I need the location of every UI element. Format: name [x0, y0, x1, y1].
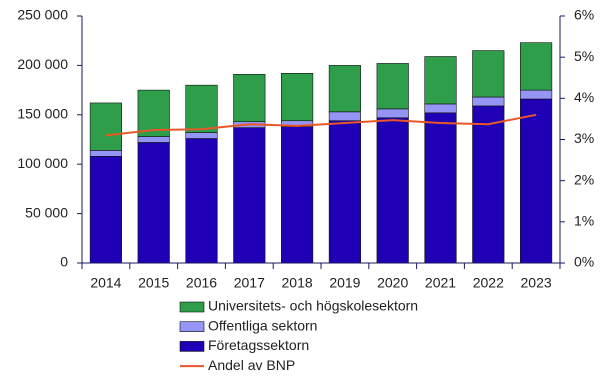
legend-label: Företagssektorn [208, 337, 309, 353]
bar-segment [424, 112, 457, 264]
x-tick-label: 2016 [186, 275, 217, 291]
y2-tick-label: 2% [574, 171, 594, 187]
y-tick-label: 50 000 [25, 204, 68, 220]
y2-tick-label: 6% [574, 7, 594, 23]
y2-tick-label: 1% [574, 213, 594, 229]
bar-segment [376, 63, 409, 110]
bar-segment [520, 42, 553, 91]
bar-segment [233, 127, 266, 264]
y2-tick-label: 3% [574, 130, 594, 146]
bar-segment [137, 136, 170, 143]
x-tick-label: 2019 [329, 275, 360, 291]
bar-segment [233, 73, 266, 123]
y-tick-label: 100 000 [17, 155, 68, 171]
bar-segment [328, 120, 361, 264]
bar-segment [424, 56, 457, 105]
bar-segment [185, 132, 218, 139]
bar-segment [185, 138, 218, 264]
bar-segment [89, 155, 122, 264]
y-tick-label: 0 [60, 254, 68, 270]
y-tick-label: 200 000 [17, 56, 68, 72]
bar-segment [185, 84, 218, 133]
x-tick-label: 2014 [90, 275, 121, 291]
bar-segment [472, 105, 505, 264]
bar-segment [89, 150, 122, 157]
x-tick-label: 2017 [234, 275, 265, 291]
bar-segment [472, 50, 505, 98]
bar-segment [472, 96, 505, 107]
bar-segment [281, 73, 314, 122]
x-tick-label: 2020 [377, 275, 408, 291]
x-tick-label: 2015 [138, 275, 169, 291]
bar-segment [89, 102, 122, 151]
bar-segment [328, 65, 361, 113]
x-tick-label: 2018 [282, 275, 313, 291]
legend-swatch [179, 341, 205, 352]
x-tick-label: 2021 [425, 275, 456, 291]
legend-label: Andel av BNP [208, 357, 295, 373]
bar-segment [137, 89, 170, 137]
legend-swatch [179, 321, 205, 333]
bar-segment [376, 117, 409, 264]
y2-tick-label: 0% [574, 254, 594, 270]
y-tick-label: 150 000 [17, 106, 68, 122]
x-tick-label: 2023 [521, 275, 552, 291]
bar-segment [281, 126, 314, 264]
legend-label: Universitets- och högskolesektorn [208, 298, 418, 314]
line-series [105, 113, 537, 137]
bar-segment [520, 98, 553, 264]
y2-tick-label: 5% [574, 48, 594, 64]
y2-tick-label: 4% [574, 89, 594, 105]
x-tick-label: 2022 [473, 275, 504, 291]
bar-segment [424, 103, 457, 114]
bar-segment [137, 142, 170, 264]
bar-segment [520, 89, 553, 100]
y-tick-label: 250 000 [17, 7, 68, 23]
legend-label: Offentliga sektorn [208, 317, 317, 333]
bar-segment [376, 108, 409, 119]
legend-swatch [179, 301, 205, 313]
bar-segment [328, 111, 361, 122]
